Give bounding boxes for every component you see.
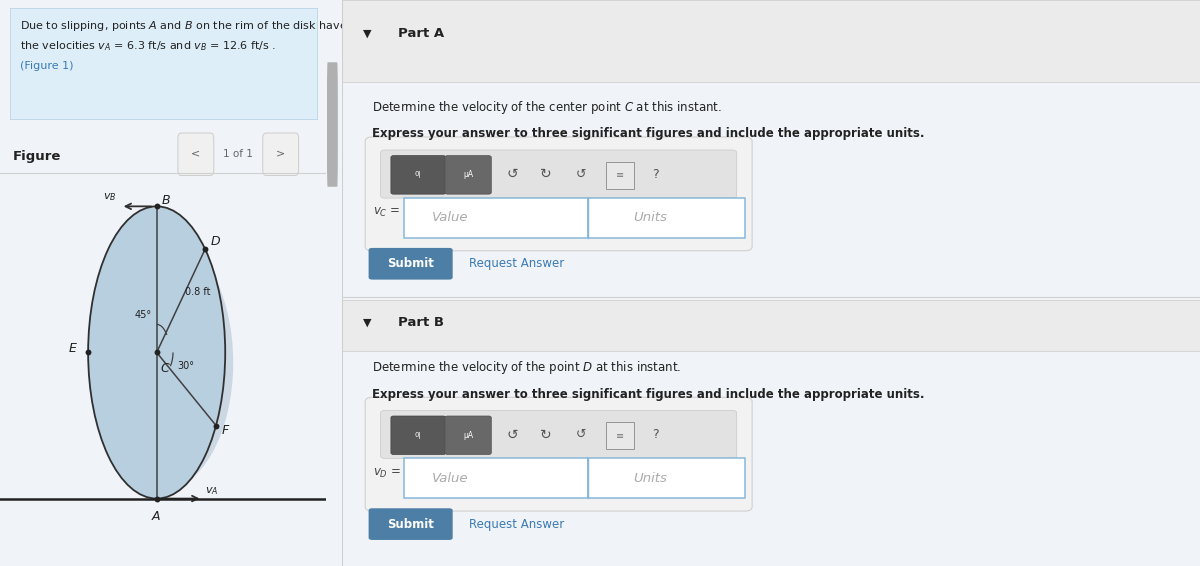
FancyBboxPatch shape <box>10 8 317 119</box>
FancyBboxPatch shape <box>380 410 737 458</box>
Text: Request Answer: Request Answer <box>469 258 564 270</box>
Text: ?: ? <box>652 428 659 441</box>
Text: $\mathbf{\mathit{E}}$: $\mathbf{\mathit{E}}$ <box>68 342 78 355</box>
FancyBboxPatch shape <box>606 162 634 189</box>
Text: Part B: Part B <box>397 316 444 329</box>
Point <box>148 202 167 211</box>
Text: $\mathbf{\mathit{F}}$: $\mathbf{\mathit{F}}$ <box>221 424 230 437</box>
Text: Submit: Submit <box>388 258 434 270</box>
FancyBboxPatch shape <box>178 133 214 175</box>
Text: ↺: ↺ <box>506 168 517 181</box>
Text: the velocities $v_A$ = 6.3 ft/s and $v_B$ = 12.6 ft/s .: the velocities $v_A$ = 6.3 ft/s and $v_B… <box>19 40 276 53</box>
Text: 45°: 45° <box>134 310 151 320</box>
Text: Value: Value <box>432 472 468 484</box>
FancyBboxPatch shape <box>342 300 1200 351</box>
FancyBboxPatch shape <box>445 416 491 454</box>
Text: ↺: ↺ <box>575 168 586 181</box>
Text: ≡: ≡ <box>616 170 624 181</box>
Ellipse shape <box>88 207 226 499</box>
Text: $v_A$: $v_A$ <box>205 485 218 497</box>
Text: Request Answer: Request Answer <box>469 518 564 530</box>
FancyBboxPatch shape <box>606 422 634 449</box>
FancyBboxPatch shape <box>445 156 491 194</box>
Text: 1 of 1: 1 of 1 <box>223 149 253 159</box>
Text: <: < <box>191 149 200 159</box>
FancyBboxPatch shape <box>365 137 752 251</box>
Point <box>148 348 167 357</box>
Text: (Figure 1): (Figure 1) <box>19 61 73 71</box>
Text: ≡: ≡ <box>616 431 624 441</box>
Point <box>206 421 226 430</box>
Text: 30°: 30° <box>176 361 194 371</box>
FancyBboxPatch shape <box>380 150 737 198</box>
Text: $\mathbf{\mathit{C}}$: $\mathbf{\mathit{C}}$ <box>160 362 170 375</box>
Text: ▼: ▼ <box>364 29 372 39</box>
Text: $\mathbf{\mathit{D}}$: $\mathbf{\mathit{D}}$ <box>210 235 221 248</box>
Text: Units: Units <box>634 212 667 224</box>
Text: Part A: Part A <box>397 28 444 40</box>
Text: Submit: Submit <box>388 518 434 530</box>
FancyBboxPatch shape <box>368 248 452 280</box>
Text: Units: Units <box>634 472 667 484</box>
Text: ↺: ↺ <box>575 428 586 441</box>
Text: >: > <box>276 149 286 159</box>
Text: $v_D$ =: $v_D$ = <box>373 466 401 480</box>
Text: 0|: 0| <box>415 432 421 439</box>
FancyBboxPatch shape <box>391 156 446 194</box>
Text: ↺: ↺ <box>506 428 517 441</box>
FancyBboxPatch shape <box>403 198 588 238</box>
Text: Determine the velocity of the point $\mathit{D}$ at this instant.: Determine the velocity of the point $\ma… <box>372 359 682 376</box>
Text: $v_C$ =: $v_C$ = <box>373 206 401 220</box>
Text: 0|: 0| <box>415 171 421 178</box>
Point <box>148 494 167 503</box>
Text: ↻: ↻ <box>540 168 552 181</box>
Text: ↻: ↻ <box>540 428 552 441</box>
Text: Determine the velocity of the center point $\mathit{C}$ at this instant.: Determine the velocity of the center poi… <box>372 99 722 116</box>
Text: $\mathbf{\mathit{A}}$: $\mathbf{\mathit{A}}$ <box>151 510 162 523</box>
Text: Due to slipping, points $\mathit{A}$ and $\mathit{B}$ on the rim of the disk hav: Due to slipping, points $\mathit{A}$ and… <box>19 19 347 33</box>
Ellipse shape <box>88 234 233 491</box>
FancyBboxPatch shape <box>328 62 338 187</box>
Text: Express your answer to three significant figures and include the appropriate uni: Express your answer to three significant… <box>372 127 924 140</box>
Point <box>78 348 97 357</box>
FancyBboxPatch shape <box>391 416 446 454</box>
FancyBboxPatch shape <box>403 458 588 498</box>
FancyBboxPatch shape <box>365 397 752 511</box>
Point <box>196 245 215 254</box>
Text: μA: μA <box>463 170 473 179</box>
Text: $\mathbf{\mathit{B}}$: $\mathbf{\mathit{B}}$ <box>161 194 170 207</box>
Text: Value: Value <box>432 212 468 224</box>
Text: Figure: Figure <box>13 150 61 163</box>
Text: ?: ? <box>652 168 659 181</box>
Text: μA: μA <box>463 431 473 440</box>
Text: Express your answer to three significant figures and include the appropriate uni: Express your answer to three significant… <box>372 388 924 401</box>
Text: 0.8 ft: 0.8 ft <box>185 287 211 297</box>
Text: ▼: ▼ <box>364 318 372 328</box>
FancyBboxPatch shape <box>588 458 745 498</box>
FancyBboxPatch shape <box>263 133 299 175</box>
FancyBboxPatch shape <box>588 198 745 238</box>
FancyBboxPatch shape <box>368 508 452 540</box>
Text: $v_B$: $v_B$ <box>103 192 116 203</box>
FancyBboxPatch shape <box>342 0 1200 82</box>
